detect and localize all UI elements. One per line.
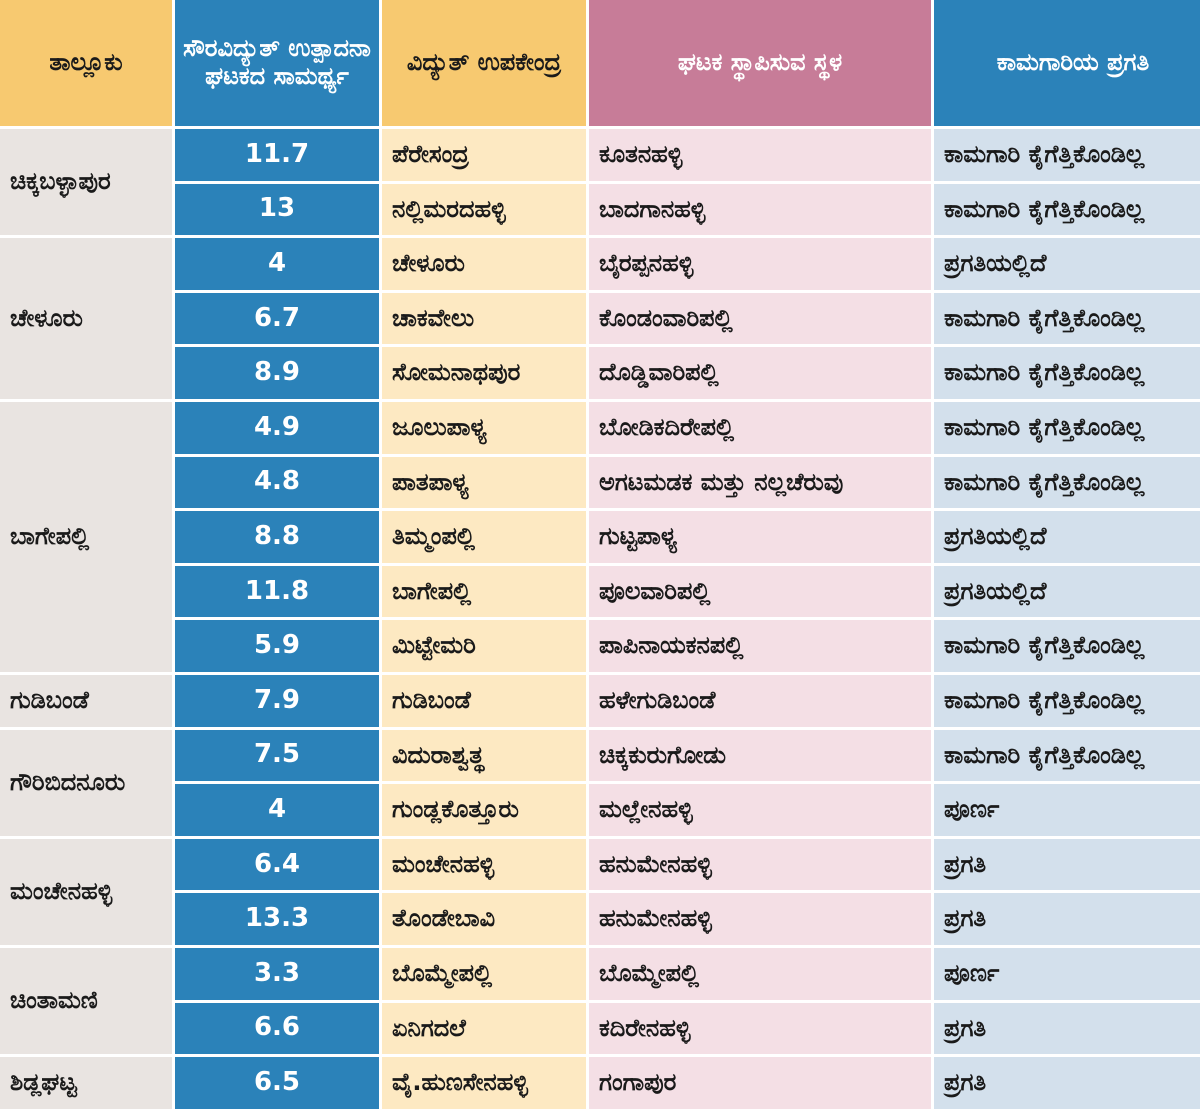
substation-cell: ಚಾಕವೇಲು [382, 292, 586, 345]
taluk-cell: ಶಿಡ್ಲಘಟ್ಟ [0, 1057, 172, 1109]
progress-cell: ಕಾಮಗಾರಿ ಕೈಗೆತ್ತಿಕೊಂಡಿಲ್ಲ [934, 674, 1200, 727]
progress-cell: ಪ್ರಗತಿಯಲ್ಲಿದೆ [934, 238, 1200, 290]
site-cell: ಬೊಮ್ಮೇಪಲ್ಲಿ [589, 947, 931, 1000]
site-cell: ಪೂಲವಾರಿಪಲ್ಲಿ [589, 565, 931, 618]
header-substation: ವಿದ್ಯುತ್ ಉಪಕೇಂದ್ರ [382, 0, 586, 126]
capacity-cell: 6.4 [175, 838, 379, 891]
substation-cell: ಮಂಚೇನಹಳ್ಳಿ [382, 838, 586, 891]
substation-cell: ನಲ್ಲಿಮರದಹಳ್ಳಿ [382, 183, 586, 236]
capacity-cell: 4.8 [175, 456, 379, 509]
substation-cell: ಏನಿಗದಲೆ [382, 1002, 586, 1055]
substation-cell: ಪೆರೇಸಂದ್ರ [382, 129, 586, 181]
site-cell: ಕದಿರೇನಹಳ್ಳಿ [589, 1002, 931, 1055]
site-cell: ಹನುಮೇನಹಳ್ಳಿ [589, 893, 931, 945]
site-cell: ಮಲ್ಲೇನಹಳ್ಳಿ [589, 784, 931, 836]
substation-cell: ಗುಡಿಬಂಡೆ [382, 674, 586, 727]
substation-cell: ತಿಮ್ಮಂಪಲ್ಲಿ [382, 511, 586, 563]
progress-cell: ಪೂರ್ಣ [934, 947, 1200, 1000]
capacity-cell: 3.3 [175, 947, 379, 1000]
progress-cell: ಪ್ರಗತಿ [934, 1002, 1200, 1055]
progress-cell: ಕಾಮಗಾರಿ ಕೈಗೆತ್ತಿಕೊಂಡಿಲ್ಲ [934, 401, 1200, 454]
header-taluk: ತಾಲ್ಲೂಕು [0, 0, 172, 126]
capacity-cell: 11.8 [175, 565, 379, 618]
progress-cell: ಪ್ರಗತಿ [934, 893, 1200, 945]
taluk-cell: ಗೌರಿಬಿದನೂರು [0, 729, 172, 836]
capacity-cell: 7.9 [175, 674, 379, 727]
progress-cell: ಕಾಮಗಾರಿ ಕೈಗೆತ್ತಿಕೊಂಡಿಲ್ಲ [934, 292, 1200, 345]
progress-cell: ಪ್ರಗತಿಯಲ್ಲಿದೆ [934, 565, 1200, 618]
taluk-cell: ಚೇಳೂರು [0, 238, 172, 399]
progress-cell: ಕಾಮಗಾರಿ ಕೈಗೆತ್ತಿಕೊಂಡಿಲ್ಲ [934, 347, 1200, 399]
header-capacity: ಸೌರವಿದ್ಯುತ್ ಉತ್ಪಾದನಾ ಘಟಕದ ಸಾಮರ್ಥ್ಯ [175, 0, 379, 126]
site-cell: ಚಿಕ್ಕಕುರುಗೋಡು [589, 729, 931, 782]
capacity-cell: 6.6 [175, 1002, 379, 1055]
capacity-cell: 8.8 [175, 511, 379, 563]
capacity-cell: 6.5 [175, 1057, 379, 1109]
substation-cell: ಗುಂಡ್ಲಕೊತ್ತೂರು [382, 784, 586, 836]
substation-cell: ಸೋಮನಾಥಪುರ [382, 347, 586, 399]
site-cell: ಬೈರಪ್ಪನಹಳ್ಳಿ [589, 238, 931, 290]
capacity-cell: 8.9 [175, 347, 379, 399]
progress-cell: ಕಾಮಗಾರಿ ಕೈಗೆತ್ತಿಕೊಂಡಿಲ್ಲ [934, 620, 1200, 672]
substation-cell: ವಿದುರಾಶ್ವತ್ಥ [382, 729, 586, 782]
substation-cell: ಬೊಮ್ಮೇಪಲ್ಲಿ [382, 947, 586, 1000]
taluk-cell: ಚಿಕ್ಕಬಳ್ಳಾಪುರ [0, 129, 172, 236]
site-cell: ಗಂಗಾಪುರ [589, 1057, 931, 1109]
substation-cell: ಬಾಗೇಪಲ್ಲಿ [382, 565, 586, 618]
taluk-cell: ಮಂಚೇನಹಳ್ಳಿ [0, 838, 172, 945]
progress-cell: ಕಾಮಗಾರಿ ಕೈಗೆತ್ತಿಕೊಂಡಿಲ್ಲ [934, 129, 1200, 181]
substation-cell: ವೈ.ಹುಣಸೇನಹಳ್ಳಿ [382, 1057, 586, 1109]
progress-cell: ಕಾಮಗಾರಿ ಕೈಗೆತ್ತಿಕೊಂಡಿಲ್ಲ [934, 456, 1200, 509]
progress-cell: ಪ್ರಗತಿ [934, 838, 1200, 891]
taluk-cell: ಗುಡಿಬಂಡೆ [0, 674, 172, 727]
substation-cell: ಮಿಟ್ಟೇಮರಿ [382, 620, 586, 672]
taluk-cell: ಬಾಗೇಪಲ್ಲಿ [0, 401, 172, 672]
progress-cell: ಪ್ರಗತಿ [934, 1057, 1200, 1109]
site-cell: ಅಗಟಮಡಕ ಮತ್ತು ನಲ್ಲಚೆರುವು [589, 456, 931, 509]
substation-cell: ಪಾತಪಾಳ್ಯ [382, 456, 586, 509]
site-cell: ಬೋಡಿಕದಿರೇಪಲ್ಲಿ [589, 401, 931, 454]
site-cell: ಕೂತನಹಳ್ಳಿ [589, 129, 931, 181]
substation-cell: ತೊಂಡೇಬಾವಿ [382, 893, 586, 945]
capacity-cell: 11.7 [175, 129, 379, 181]
site-cell: ಬಾದಗಾನಹಳ್ಳಿ [589, 183, 931, 236]
progress-cell: ಕಾಮಗಾರಿ ಕೈಗೆತ್ತಿಕೊಂಡಿಲ್ಲ [934, 183, 1200, 236]
site-cell: ಗುಟ್ಟಪಾಳ್ಯ [589, 511, 931, 563]
capacity-cell: 4 [175, 238, 379, 290]
substation-cell: ಚೇಳೂರು [382, 238, 586, 290]
site-cell: ಕೊಂಡಂವಾರಿಪಲ್ಲಿ [589, 292, 931, 345]
capacity-cell: 13 [175, 183, 379, 236]
capacity-cell: 4 [175, 784, 379, 836]
site-cell: ಹನುಮೇನಹಳ್ಳಿ [589, 838, 931, 891]
site-cell: ಪಾಪಿನಾಯಕನಪಲ್ಲಿ [589, 620, 931, 672]
taluk-cell: ಚಿಂತಾಮಣಿ [0, 947, 172, 1055]
progress-cell: ಪ್ರಗತಿಯಲ್ಲಿದೆ [934, 511, 1200, 563]
capacity-cell: 13.3 [175, 893, 379, 945]
header-site: ಘಟಕ ಸ್ಥಾಪಿಸುವ ಸ್ಥಳ [589, 0, 931, 126]
capacity-cell: 7.5 [175, 729, 379, 782]
progress-cell: ಕಾಮಗಾರಿ ಕೈಗೆತ್ತಿಕೊಂಡಿಲ್ಲ [934, 729, 1200, 782]
site-cell: ದೊಡ್ಡಿವಾರಿಪಲ್ಲಿ [589, 347, 931, 399]
header-progress: ಕಾಮಗಾರಿಯ ಪ್ರಗತಿ [934, 0, 1200, 126]
capacity-cell: 6.7 [175, 292, 379, 345]
substation-cell: ಜೂಲುಪಾಳ್ಯ [382, 401, 586, 454]
capacity-cell: 4.9 [175, 401, 379, 454]
progress-cell: ಪೂರ್ಣ [934, 784, 1200, 836]
capacity-cell: 5.9 [175, 620, 379, 672]
site-cell: ಹಳೇಗುಡಿಬಂಡೆ [589, 674, 931, 727]
